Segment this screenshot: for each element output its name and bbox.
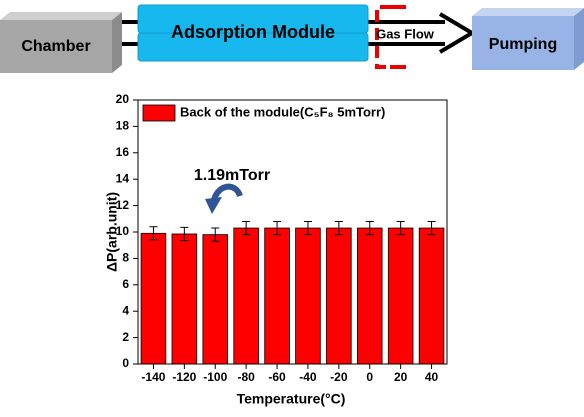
- error-bar: [365, 220, 374, 236]
- bar: [264, 227, 290, 365]
- x-tick-label: -20: [330, 370, 348, 384]
- bar-chart: 1.19mTorr Temperature(°C) ΔP(arb.unit) 0…: [104, 92, 448, 407]
- annotation-arrow: [211, 183, 243, 202]
- error-bar: [303, 220, 312, 236]
- bar: [140, 232, 167, 365]
- annotation: 1.19mTorr: [194, 167, 270, 184]
- y-tick-label: 10: [116, 224, 130, 238]
- bar: [356, 227, 383, 365]
- y-tick-label: 16: [116, 145, 130, 159]
- x-tick-label: -120: [172, 370, 196, 384]
- bar: [326, 227, 352, 365]
- y-tick-label: 4: [122, 303, 129, 317]
- error-bar: [149, 226, 158, 241]
- y-tick-label: 0: [122, 356, 129, 370]
- y-tick-label: 2: [122, 330, 129, 344]
- error-bar: [427, 220, 436, 236]
- box-side: [112, 12, 122, 73]
- error-bar: [273, 220, 282, 236]
- y-tick-label: 12: [116, 198, 130, 212]
- node-label: Chamber: [21, 38, 90, 55]
- y-tick-label: 14: [116, 171, 130, 185]
- module-box: [137, 32, 369, 62]
- x-tick-label: -40: [299, 370, 317, 384]
- node-label: Adsorption Module: [171, 22, 335, 42]
- x-tick-label: 40: [425, 370, 439, 384]
- y-axis-label: ΔP(arb.unit): [104, 192, 120, 272]
- x-tick-label: -80: [237, 370, 255, 384]
- chamber-box: [0, 20, 112, 73]
- error-bar: [334, 220, 343, 236]
- y-tick-label: 20: [116, 92, 130, 106]
- error-bar: [242, 220, 251, 236]
- bar: [387, 227, 414, 365]
- x-tick-label: -140: [141, 370, 165, 384]
- legend-label: Back of the module(C₅F₈ 5mTorr): [180, 104, 385, 119]
- y-tick-label: 8: [122, 251, 129, 265]
- bar: [295, 227, 321, 365]
- arrow-head: [438, 12, 476, 54]
- measure-bracket: [390, 5, 406, 69]
- y-tick-label: 6: [122, 277, 129, 291]
- bar: [171, 233, 198, 365]
- x-tick-label: -60: [268, 370, 286, 384]
- legend-swatch: [142, 104, 176, 122]
- flow-diagram: Chamber Adsorption Module Gas Flow Pumpi…: [0, 4, 584, 73]
- x-tick-label: 0: [366, 370, 373, 384]
- box-top: [0, 12, 122, 20]
- annotation-arrow: [205, 197, 222, 214]
- box-side: [574, 8, 584, 70]
- measure-bracket: [375, 5, 392, 69]
- error-bar: [180, 226, 189, 242]
- plot-frame: [137, 99, 448, 365]
- bar: [233, 227, 259, 365]
- pumping-box: [472, 16, 574, 70]
- bar: [202, 234, 229, 365]
- flow-label: Gas Flow: [376, 26, 435, 41]
- x-tick-label: -100: [203, 370, 227, 384]
- bar: [418, 227, 445, 365]
- x-axis-label: Temperature(°C): [237, 391, 346, 407]
- box-top: [472, 8, 584, 16]
- error-bar: [211, 227, 220, 242]
- error-bar: [396, 220, 405, 236]
- node-label: Pumping: [489, 36, 557, 53]
- y-tick-label: 18: [116, 119, 130, 133]
- x-tick-label: 20: [394, 370, 408, 384]
